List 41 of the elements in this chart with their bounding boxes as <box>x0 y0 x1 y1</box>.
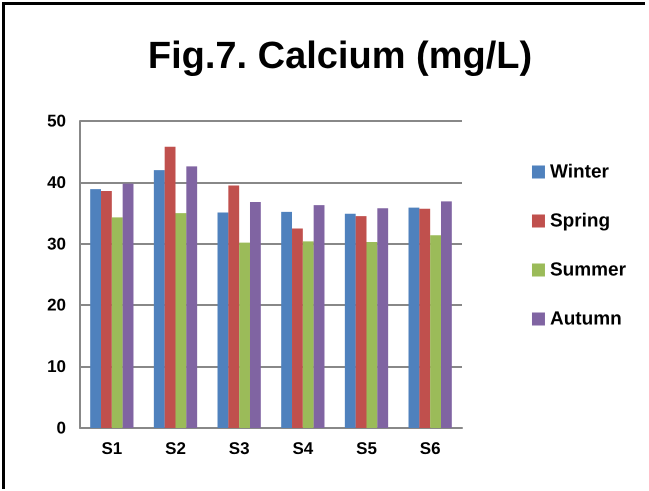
bar <box>430 235 441 428</box>
bar <box>122 184 134 428</box>
y-tick-label: 10 <box>47 357 66 376</box>
bar <box>302 241 314 428</box>
bar <box>292 228 303 428</box>
bar <box>408 208 420 428</box>
x-tick-label: S5 <box>356 439 377 458</box>
legend-label: Spring <box>550 210 610 232</box>
x-tick-label: S3 <box>228 439 250 458</box>
bar <box>186 166 198 428</box>
legend-label: Winter <box>550 162 610 182</box>
bar <box>176 213 186 428</box>
bar <box>154 170 165 428</box>
bar <box>218 212 228 428</box>
chart-title: Fig.7. Calcium (mg/L) <box>148 35 532 77</box>
bar <box>239 242 250 428</box>
bar <box>440 201 452 428</box>
bar <box>419 208 430 428</box>
y-tick-label: 50 <box>47 112 66 130</box>
bar <box>344 214 356 428</box>
x-tick-label: S4 <box>292 439 314 458</box>
bar <box>164 146 176 428</box>
bar <box>314 205 324 428</box>
y-tick-label: 0 <box>56 418 66 438</box>
bar <box>250 202 261 428</box>
bar <box>366 242 378 428</box>
bar <box>228 185 240 428</box>
bar <box>112 217 123 428</box>
bar <box>377 208 388 428</box>
bar <box>90 189 102 428</box>
bar <box>356 216 366 428</box>
y-tick-label: 30 <box>47 234 66 254</box>
x-tick-label: S1 <box>101 439 122 458</box>
bar <box>101 190 112 428</box>
x-tick-label: S6 <box>420 439 441 458</box>
legend-label: Autumn <box>550 308 622 330</box>
x-tick-label: S2 <box>165 439 186 458</box>
y-tick-label: 40 <box>47 172 66 192</box>
legend-label: Summer <box>550 260 627 280</box>
y-tick-label: 20 <box>47 296 66 315</box>
bar <box>281 212 292 428</box>
